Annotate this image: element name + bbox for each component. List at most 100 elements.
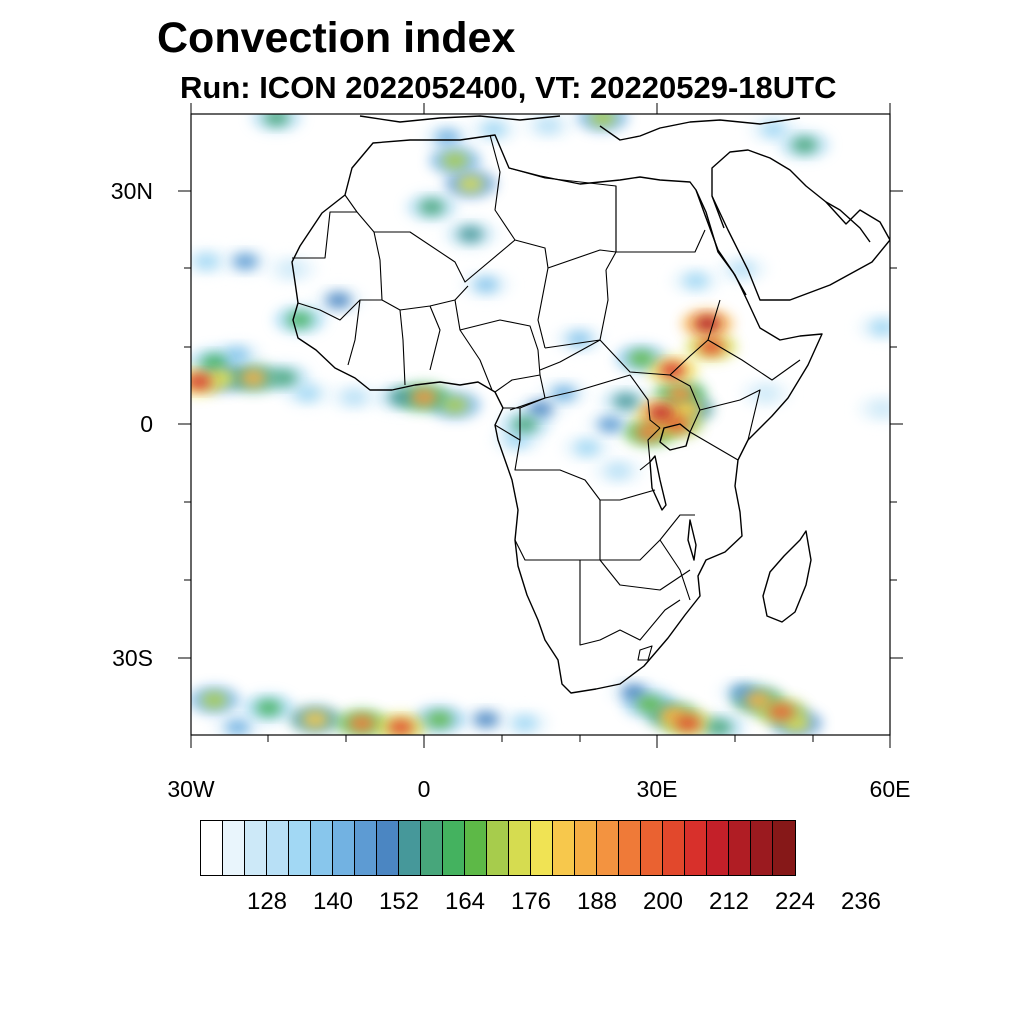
- colorbar-tick-label: 176: [510, 888, 552, 915]
- convection-cell: [457, 175, 484, 192]
- convection-cell: [783, 715, 810, 732]
- colorbar-cell: [619, 821, 641, 875]
- convection-cell: [527, 400, 554, 417]
- convection-cell: [620, 684, 647, 701]
- convection-cell: [706, 719, 733, 735]
- convection-cell: [348, 715, 375, 732]
- colorbar-tick-label: 152: [378, 888, 420, 915]
- colorbar-tick-label: 188: [576, 888, 618, 915]
- lat-label-0: 0: [140, 411, 153, 437]
- convection-cell: [682, 272, 709, 289]
- convection-cell: [191, 373, 212, 390]
- lon-label-30e: 30E: [636, 776, 678, 802]
- colorbar-cell: [355, 821, 377, 875]
- colorbar-cell: [707, 821, 729, 875]
- convection-cell: [675, 715, 702, 732]
- convection-cell: [511, 715, 538, 732]
- colorbar-tick-label: 128: [246, 888, 288, 915]
- convection-cell: [263, 114, 290, 126]
- convection-cell: [434, 129, 461, 146]
- convection-cell: [511, 416, 538, 433]
- chart-subtitle: Run: ICON 2022052400, VT: 20220529-18UTC: [180, 70, 837, 105]
- convection-cell: [278, 261, 305, 278]
- colorbar: [200, 820, 796, 876]
- convection-cell: [612, 393, 639, 410]
- colorbar-cell: [663, 821, 685, 875]
- colorbar-cell: [773, 821, 795, 875]
- convection-cell: [255, 699, 282, 716]
- colorbar-cell: [575, 821, 597, 875]
- arabia-coastline: [711, 149, 890, 301]
- lat-label-30n: 30N: [110, 178, 153, 204]
- convection-cell: [271, 369, 298, 386]
- colorbar-cell: [751, 821, 773, 875]
- lat-label-30s: 30S: [112, 645, 153, 671]
- colorbar-cell: [531, 821, 553, 875]
- colorbar-tick-label: 200: [642, 888, 684, 915]
- convection-cell: [647, 404, 674, 421]
- colorbar-cell: [267, 821, 289, 875]
- convection-cell: [201, 692, 228, 709]
- convection-cell: [535, 117, 562, 134]
- convection-cell: [504, 432, 531, 449]
- africa-coastline: [291, 134, 823, 694]
- convection-cell: [201, 354, 228, 371]
- convection-cell: [694, 315, 721, 332]
- convection-cell: [729, 261, 756, 278]
- convection-cell: [442, 152, 469, 169]
- convection-cell: [325, 292, 352, 309]
- colorbar-cell: [465, 821, 487, 875]
- lon-label-60e: 60E: [869, 776, 911, 802]
- convection-field: [191, 114, 890, 735]
- colorbar-cell: [223, 821, 245, 875]
- convection-cell: [597, 416, 624, 433]
- convection-cell: [480, 121, 507, 138]
- convection-cell: [224, 719, 251, 735]
- convection-cell: [744, 692, 771, 709]
- convection-cell: [387, 389, 414, 406]
- convection-cell: [341, 389, 368, 406]
- colorbar-tick-label: 236: [840, 888, 882, 915]
- convection-cell: [426, 711, 453, 728]
- convection-cell: [636, 424, 663, 441]
- colorbar-cell: [553, 821, 575, 875]
- convection-cell: [193, 253, 220, 270]
- convection-cell: [473, 711, 500, 728]
- axis-ticks: [178, 103, 903, 748]
- convection-cell: [752, 385, 779, 402]
- colorbar-tick-label: 212: [708, 888, 750, 915]
- convection-cell: [589, 114, 616, 126]
- lon-label-0: 0: [417, 776, 431, 802]
- coastlines-and-borders: [291, 115, 890, 694]
- colorbar-cell: [487, 821, 509, 875]
- colorbar-cell: [729, 821, 751, 875]
- convection-cell: [791, 137, 818, 154]
- convection-cell: [566, 331, 593, 348]
- colorbar-tick-label: 224: [774, 888, 816, 915]
- persian-gulf-coast: [825, 201, 871, 243]
- mediterranean-north-coast: [359, 115, 801, 141]
- convection-cell: [675, 400, 702, 417]
- madagascar-coastline: [762, 530, 812, 623]
- convection-cell: [574, 439, 601, 456]
- colorbar-cell: [245, 821, 267, 875]
- colorbar-cell: [443, 821, 465, 875]
- convection-cell: [473, 276, 500, 293]
- chart-title: Convection index: [157, 14, 516, 62]
- convection-cell: [224, 346, 251, 363]
- country-borders: [292, 134, 801, 661]
- convection-cell: [294, 385, 321, 402]
- convection-cell: [387, 719, 414, 735]
- colorbar-cell: [421, 821, 443, 875]
- convection-cell: [418, 199, 445, 216]
- convection-cell: [768, 703, 795, 720]
- convection-cell: [411, 389, 437, 406]
- colorbar-cell: [201, 821, 223, 875]
- convection-cell: [760, 121, 787, 138]
- colorbar-cell: [289, 821, 311, 875]
- colorbar-cell: [509, 821, 531, 875]
- lake-victoria: [659, 423, 691, 451]
- convection-cell: [442, 397, 469, 414]
- convection-cell: [302, 711, 329, 728]
